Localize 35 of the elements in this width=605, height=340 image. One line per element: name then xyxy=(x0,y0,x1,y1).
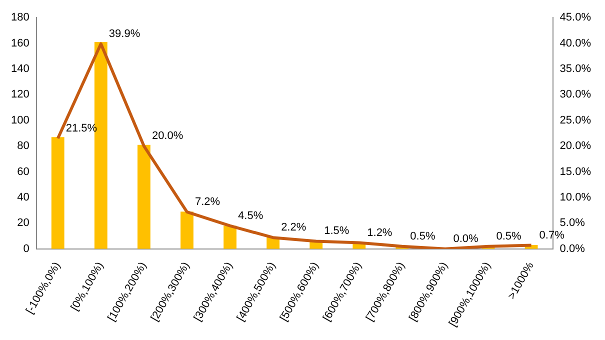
bar xyxy=(180,212,194,249)
y2-tick-label: 20.0% xyxy=(560,140,592,152)
y-tick-label: 140 xyxy=(10,63,30,76)
y-tick-label: 80 xyxy=(17,140,30,152)
data-label: 7.2% xyxy=(194,196,220,208)
data-label: 0.5% xyxy=(496,230,522,242)
bar xyxy=(137,144,150,249)
y2-tick-label: 40.0% xyxy=(560,37,592,50)
y2-tick-label: 0.0% xyxy=(560,242,586,255)
bar xyxy=(51,137,64,249)
y-tick-label: 120 xyxy=(10,88,30,101)
data-label: 1.2% xyxy=(367,226,392,239)
bar xyxy=(224,226,236,249)
y-tick-label: 180 xyxy=(10,12,30,24)
y2-tick-label: 25.0% xyxy=(560,114,592,126)
y2-tick-label: 5.0% xyxy=(560,217,586,230)
y2-tick-label: 35.0% xyxy=(560,63,592,76)
data-label: 2.2% xyxy=(281,222,306,234)
data-label: 0.0% xyxy=(453,232,479,245)
data-label: 4.5% xyxy=(238,210,264,222)
y2-tick-label: 15.0% xyxy=(560,166,592,178)
y-tick-label: 20 xyxy=(17,217,30,230)
data-label: 20.0% xyxy=(152,130,184,142)
y-tick-label: 40 xyxy=(17,192,30,204)
data-label: 1.5% xyxy=(324,225,350,238)
y-tick-label: 160 xyxy=(10,37,30,50)
data-label: 0.7% xyxy=(539,229,565,242)
y2-tick-label: 30.0% xyxy=(560,88,592,101)
y2-tick-label: 45.0% xyxy=(560,12,592,24)
y-tick-label: 0 xyxy=(23,242,30,255)
y2-tick-label: 10.0% xyxy=(560,192,592,204)
y-tick-label: 60 xyxy=(17,166,30,178)
data-label: 0.5% xyxy=(410,230,436,242)
y-tick-label: 100 xyxy=(10,114,30,126)
data-label: 39.9% xyxy=(108,28,140,40)
